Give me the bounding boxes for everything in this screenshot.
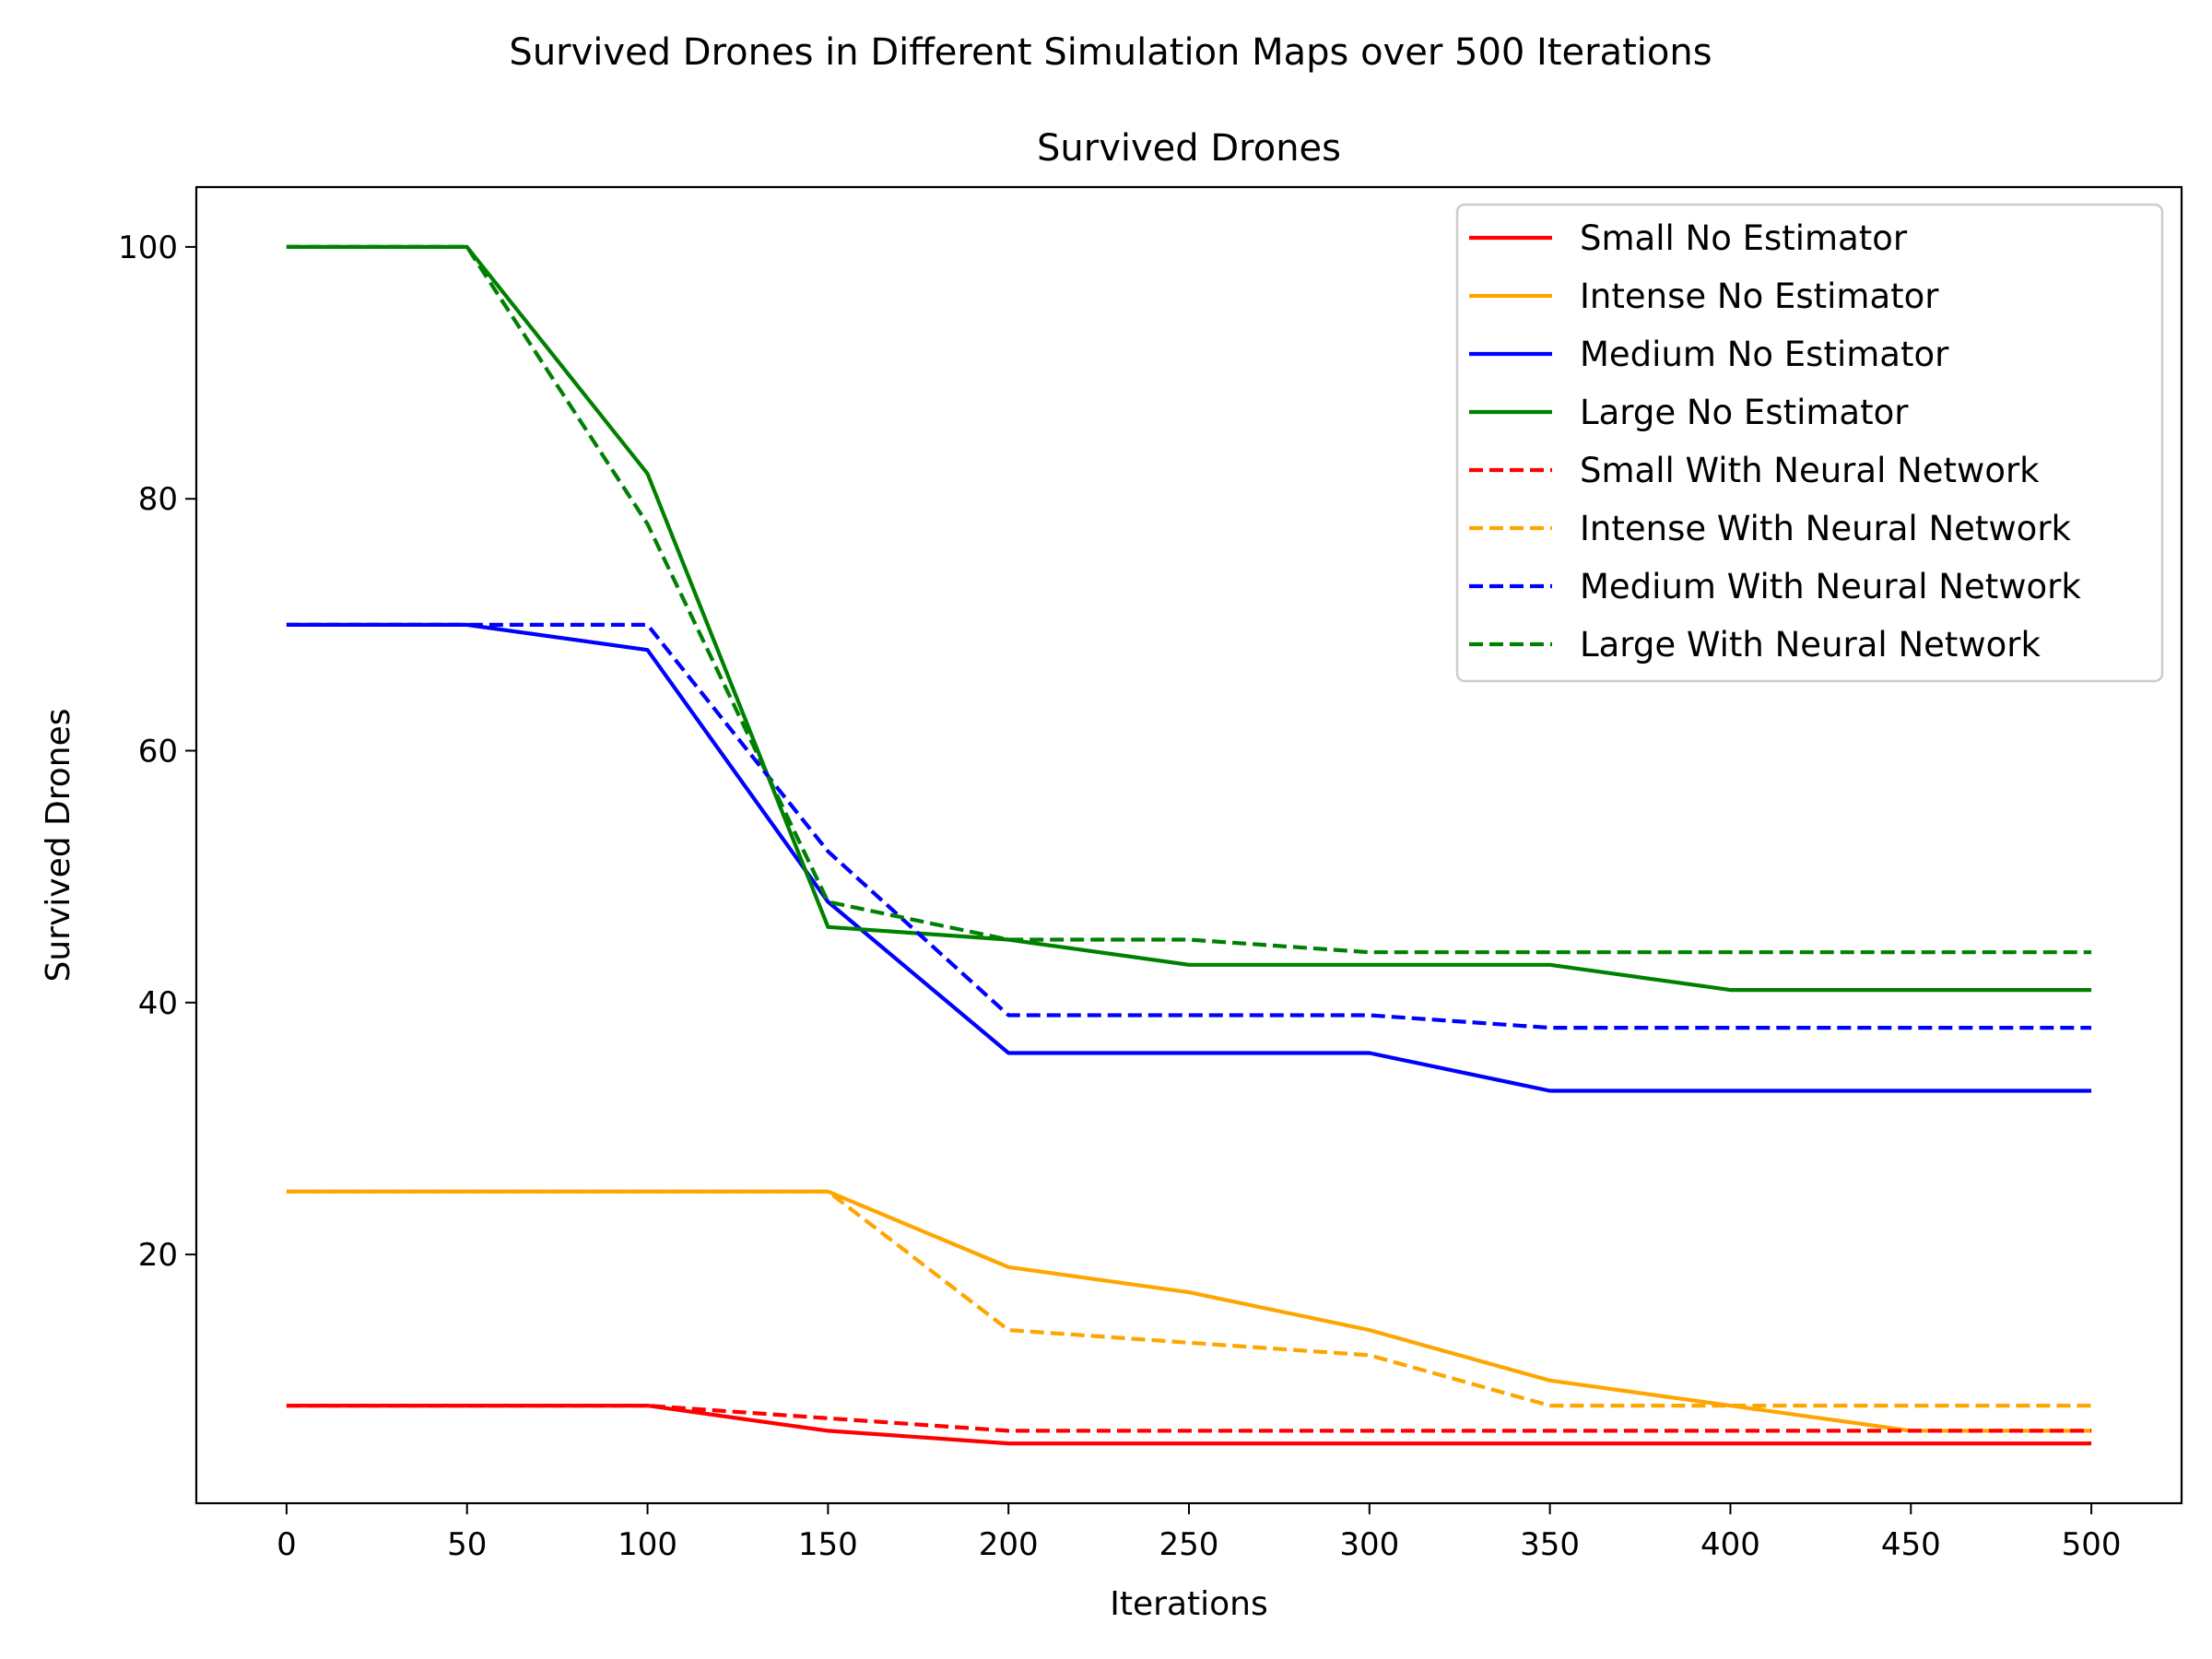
x-tick-label: 50 [447, 1526, 487, 1563]
series-line-2 [286, 1189, 2092, 1433]
series-line-5 [286, 1403, 2092, 1433]
x-axis-label: Iterations [1110, 1585, 1267, 1623]
legend-items: Small No Estimator Intense No Estimator Me… [1469, 218, 2081, 665]
legend-label: Medium No Estimator [1580, 335, 1949, 374]
x-tick-label: 400 [1700, 1526, 1760, 1563]
series-line-8 [286, 244, 2092, 955]
x-tick-label: 300 [1339, 1526, 1399, 1563]
y-tick-label: 40 [138, 985, 178, 1022]
y-axis: 20 40 60 80 100 [118, 229, 196, 1274]
series-lines [286, 244, 2092, 1446]
y-tick-label: 60 [138, 734, 178, 771]
y-axis-label: Survived Drones [40, 709, 77, 982]
x-tick-label: 100 [618, 1526, 677, 1563]
legend-label: Intense No Estimator [1580, 276, 1939, 316]
x-tick-label: 450 [1881, 1526, 1941, 1563]
legend-label: Medium With Neural Network [1580, 567, 2081, 606]
series-line-4 [286, 244, 2092, 993]
legend-label: Small With Neural Network [1580, 451, 2040, 490]
x-tick-label: 500 [2062, 1526, 2122, 1563]
y-tick-label: 20 [138, 1237, 178, 1274]
series-line-1 [286, 1403, 2092, 1446]
y-tick-label: 100 [118, 229, 178, 266]
x-tick-label: 250 [1159, 1526, 1219, 1563]
legend-label: Intense With Neural Network [1580, 509, 2072, 548]
series-line-7 [286, 622, 2092, 1030]
legend-label: Large With Neural Network [1580, 625, 2041, 665]
x-axis: 0 50 100 150 200 250 300 350 400 450 500 [276, 1503, 2122, 1563]
chart-title: Survived Drones [1037, 127, 1341, 170]
legend-label: Large No Estimator [1580, 393, 1909, 432]
series-line-3 [286, 622, 2092, 1093]
legend: Small No Estimator Intense No Estimator Me… [1455, 203, 2164, 683]
legend-label: Small No Estimator [1580, 218, 1908, 258]
y-tick-label: 80 [138, 481, 178, 518]
x-tick-label: 350 [1520, 1526, 1580, 1563]
figure-suptitle: Survived Drones in Different Simulation … [509, 31, 1712, 74]
x-tick-label: 150 [798, 1526, 858, 1563]
x-tick-label: 200 [979, 1526, 1039, 1563]
legend-box [1455, 203, 2164, 683]
x-tick-label: 0 [276, 1526, 297, 1563]
